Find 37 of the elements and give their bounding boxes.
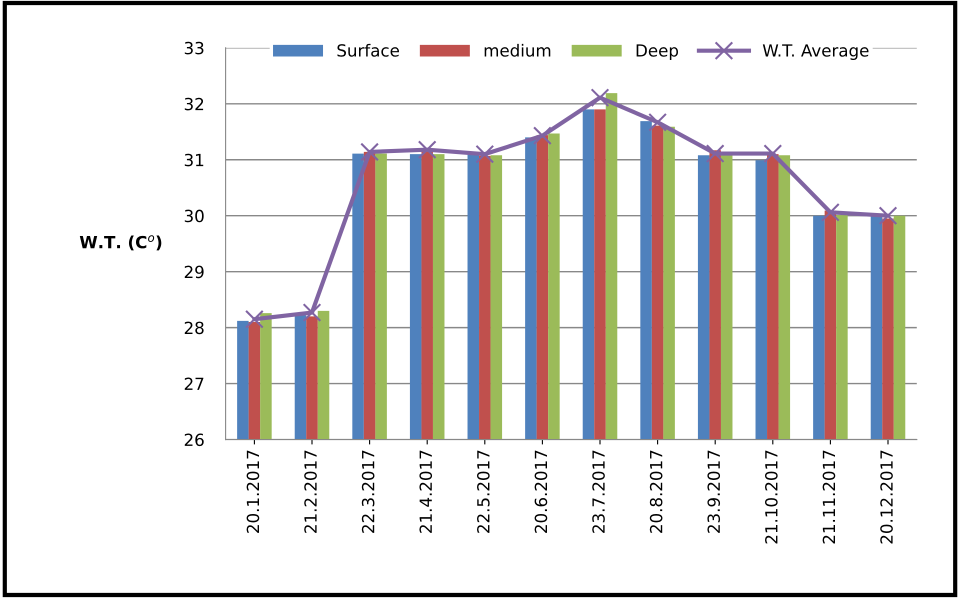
x-tick-label: 22.5.2017 (477, 450, 490, 533)
point (360, 142, 379, 162)
y-tick-label: 33 (184, 42, 204, 54)
y-tick-label: 30 (184, 210, 204, 222)
x-tick-label: 20.12.2017 (880, 450, 893, 544)
y-tick-label: 32 (184, 98, 204, 110)
y-tick-label: 29 (184, 266, 204, 278)
y-axis-title: W.T. (C$^{o}$) (80, 235, 162, 250)
legend-label: W.T. Average (762, 44, 868, 60)
x-tick-label: 21.2.2017 (304, 450, 317, 533)
point (821, 202, 840, 222)
x-tick-label: 22.3.2017 (362, 450, 374, 533)
x-tick-label: 20.6.2017 (534, 450, 548, 533)
point (475, 144, 494, 164)
point (590, 88, 610, 108)
point (302, 303, 322, 322)
point (533, 126, 552, 146)
x-tick-label: 23.7.2017 (592, 450, 605, 533)
point (706, 144, 725, 163)
y-tick-label: 31 (184, 154, 204, 166)
point (648, 112, 667, 132)
point (878, 206, 898, 226)
x-tick-label: 21.10.2017 (765, 450, 778, 544)
y-tick-label: 28 (184, 322, 204, 334)
x-tick-label: 21.11.2017 (822, 450, 836, 544)
legend-label: Surface (337, 44, 399, 57)
point (763, 144, 782, 163)
legend-label: medium (484, 44, 550, 57)
legend-label: Deep (636, 44, 678, 60)
x-tick-label: 21.4.2017 (419, 450, 432, 533)
x-tick-label: 23.9.2017 (707, 450, 720, 533)
point (245, 310, 264, 329)
y-tick-label: 27 (184, 378, 204, 390)
x-tick-label: 20.1.2017 (246, 450, 260, 533)
y-tick-label: 26 (184, 433, 204, 446)
point (418, 140, 437, 160)
x-tick-label: 20.8.2017 (650, 450, 662, 533)
